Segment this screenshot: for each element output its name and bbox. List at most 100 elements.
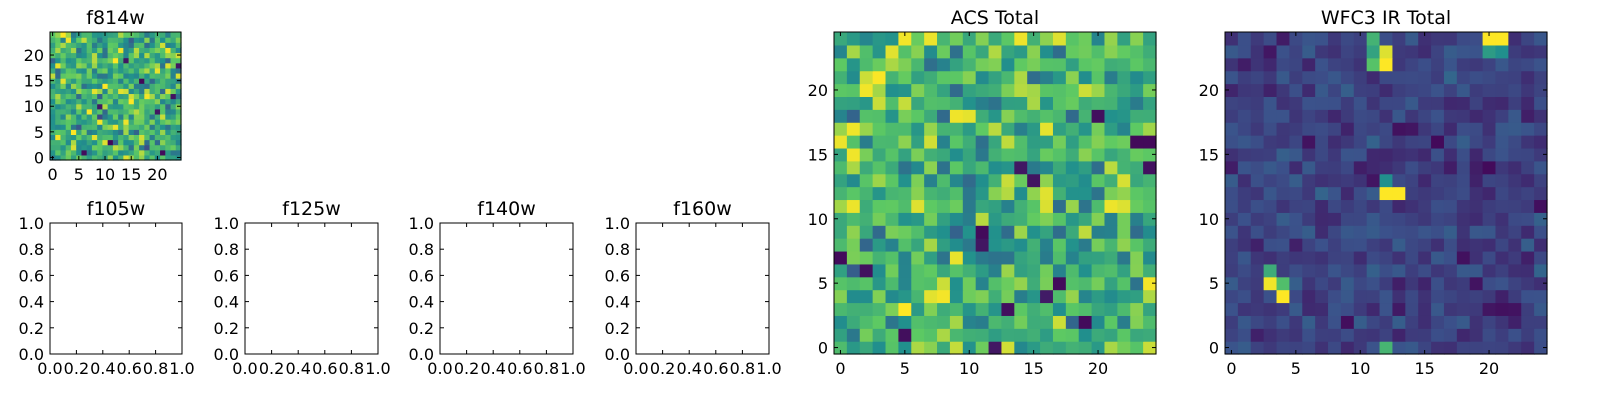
heatmap-cell xyxy=(50,108,56,115)
heatmap-cell xyxy=(1001,225,1015,239)
heatmap-cell xyxy=(170,88,177,95)
heatmap-cell xyxy=(1534,122,1548,136)
heatmap-cell xyxy=(128,108,135,115)
heatmap-cell xyxy=(1001,173,1015,188)
heatmap-cell xyxy=(1340,160,1355,175)
x-tick-label: 5 xyxy=(1291,359,1301,378)
heatmap-cell xyxy=(1482,302,1497,316)
heatmap-cell xyxy=(1276,173,1290,188)
heatmap-cell xyxy=(133,113,140,120)
heatmap-cell xyxy=(1078,315,1093,329)
heatmap-cell xyxy=(1456,32,1471,46)
heatmap-cell xyxy=(118,37,124,43)
heatmap-cell xyxy=(1431,276,1445,291)
heatmap-cell xyxy=(1052,186,1067,201)
heatmap-cell xyxy=(1534,173,1548,188)
heatmap-cell xyxy=(1366,57,1381,72)
heatmap-cell xyxy=(1091,212,1106,226)
heatmap-cell xyxy=(144,57,151,64)
heatmap-cell xyxy=(102,78,109,84)
x-tick-label: 0.6 xyxy=(312,359,337,378)
heatmap-cell xyxy=(107,47,114,54)
heatmap-cell xyxy=(911,263,925,278)
heatmap-cell xyxy=(144,129,151,135)
heatmap-cell xyxy=(962,57,977,72)
heatmap-cell xyxy=(55,57,62,64)
y-tick-label: 0.0 xyxy=(19,345,44,364)
heatmap-cell xyxy=(144,139,151,146)
heatmap-cell xyxy=(1091,250,1106,265)
heatmap-cell xyxy=(1143,315,1157,329)
heatmap-cell xyxy=(81,149,88,156)
heatmap-cell xyxy=(1315,70,1329,85)
heatmap-cell xyxy=(1104,276,1118,291)
heatmap-cell xyxy=(1040,250,1054,265)
heatmap-cell xyxy=(885,83,899,97)
heatmap-cell xyxy=(1315,328,1329,342)
heatmap-cell xyxy=(1276,44,1290,59)
heatmap-cell xyxy=(1431,263,1445,278)
heatmap-cell xyxy=(112,37,119,43)
heatmap-cell xyxy=(133,47,140,54)
heatmap-cell xyxy=(170,42,177,48)
heatmap-cell xyxy=(86,37,93,43)
heatmap-cell xyxy=(1250,44,1265,59)
heatmap-cell xyxy=(139,32,145,38)
heatmap-cell xyxy=(1353,289,1368,304)
heatmap-cell xyxy=(55,154,62,161)
heatmap-cell xyxy=(1052,83,1067,97)
heatmap-cell xyxy=(1508,186,1522,201)
heatmap-cell xyxy=(154,134,161,141)
heatmap-cell xyxy=(1001,186,1015,201)
heatmap-cell xyxy=(1405,302,1419,316)
heatmap-cell xyxy=(1263,173,1278,188)
heatmap-cell xyxy=(65,124,72,130)
heatmap-cell xyxy=(949,238,964,252)
heatmap-cell xyxy=(1225,250,1239,265)
heatmap-cell xyxy=(112,78,119,84)
heatmap-cell xyxy=(1508,44,1522,59)
heatmap-cell xyxy=(872,96,887,110)
heatmap-cell xyxy=(1328,276,1342,291)
heatmap-cell xyxy=(102,83,109,89)
heatmap-cell xyxy=(1065,57,1080,72)
heatmap-cell xyxy=(1040,173,1054,188)
heatmap-cell xyxy=(76,83,83,89)
heatmap-cell xyxy=(859,96,874,110)
heatmap-cell xyxy=(1027,225,1041,239)
heatmap-cell xyxy=(1456,135,1471,149)
heatmap-cell xyxy=(1130,212,1144,226)
heatmap-cell xyxy=(1482,173,1497,188)
heatmap-cell xyxy=(144,52,151,59)
heatmap-cell xyxy=(55,129,62,135)
heatmap-cell xyxy=(1276,212,1290,226)
heatmap-cell xyxy=(1001,315,1015,329)
heatmap-cell xyxy=(1117,212,1131,226)
heatmap-cell xyxy=(123,62,130,69)
heatmap-cell xyxy=(91,78,98,84)
heatmap-cell xyxy=(1263,276,1278,291)
heatmap-cell xyxy=(834,263,848,278)
heatmap-cell xyxy=(91,103,98,110)
heatmap-cell xyxy=(1392,199,1406,213)
heatmap-cell xyxy=(1237,147,1252,162)
heatmap-cell xyxy=(1392,186,1406,201)
heatmap-cell xyxy=(1353,315,1368,329)
heatmap-cell xyxy=(165,32,172,38)
heatmap-cell xyxy=(139,47,145,54)
heatmap-cell xyxy=(846,122,861,136)
x-tick-label: 0.0 xyxy=(427,359,452,378)
heatmap-cell xyxy=(1534,32,1548,46)
heatmap-cell xyxy=(1405,225,1419,239)
heatmap-cell xyxy=(1027,328,1041,342)
heatmap-cell xyxy=(1482,147,1497,162)
heatmap-cell xyxy=(123,139,130,146)
heatmap-cell xyxy=(60,52,67,59)
heatmap-cell xyxy=(55,139,62,146)
heatmap-cell xyxy=(898,276,912,291)
heatmap-cell xyxy=(1302,199,1316,213)
heatmap-cell xyxy=(1091,122,1106,136)
heatmap-cell xyxy=(1302,225,1316,239)
panel-title: f160w xyxy=(673,198,732,220)
heatmap-cell xyxy=(1328,135,1342,149)
